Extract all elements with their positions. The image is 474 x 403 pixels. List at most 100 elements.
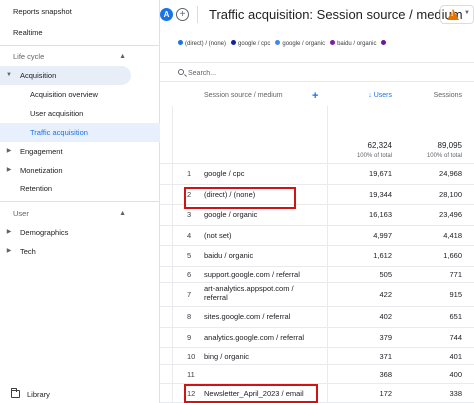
row-index: 5 xyxy=(187,251,192,260)
table-row[interactable]: 4 (not set) 4,997 4,418 xyxy=(160,226,474,246)
legend-item xyxy=(381,39,388,49)
column-header-users[interactable]: ↓ Users xyxy=(336,86,392,106)
users-cell: 505 xyxy=(379,269,392,279)
folder-icon xyxy=(11,388,20,398)
sessions-cell: 744 xyxy=(449,332,462,342)
sidebar-section-user[interactable]: User ▲ xyxy=(0,204,160,223)
source-medium-cell[interactable]: baidu / organic xyxy=(204,251,254,260)
section-label: Life cycle xyxy=(13,52,45,61)
search-input[interactable] xyxy=(188,67,388,79)
divider xyxy=(0,201,160,202)
add-comparison-button[interactable]: + xyxy=(176,8,189,21)
legend-item: baidu / organic xyxy=(330,39,376,49)
sidebar-item-library[interactable]: Library xyxy=(0,385,160,403)
row-index: 3 xyxy=(187,210,192,219)
page-title: Traffic acquisition: Session source / me… xyxy=(209,7,463,22)
source-medium-cell[interactable]: bing / organic xyxy=(204,352,250,361)
source-medium-cell[interactable]: support.google.com / referral xyxy=(204,269,300,279)
column-header-sessions[interactable]: Sessions xyxy=(433,92,462,99)
legend-item: (direct) / (none) xyxy=(178,39,226,49)
users-cell: 422 xyxy=(379,290,392,299)
warning-icon xyxy=(447,9,459,20)
caret-down-icon: ▼ xyxy=(464,10,470,16)
row-index: 12 xyxy=(187,389,196,398)
source-medium-cell[interactable]: (not set) xyxy=(204,230,232,240)
total-users-pct: 100% of total xyxy=(356,153,392,159)
sidebar-item-user-acquisition[interactable]: User acquisition xyxy=(0,104,160,123)
sessions-cell: 4,418 xyxy=(443,230,462,240)
table-row[interactable]: 9 analytics.google.com / referral 379 744 xyxy=(160,328,474,348)
sidebar-item-label: Traffic acquisition xyxy=(30,128,88,137)
sidebar-item-acquisition-overview[interactable]: Acquisition overview xyxy=(0,85,160,104)
chevron-up-icon: ▲ xyxy=(119,210,126,217)
sessions-cell: 400 xyxy=(449,370,462,379)
table-row[interactable]: 1 google / cpc 19,671 24,968 xyxy=(160,164,474,185)
row-index: 9 xyxy=(187,332,192,342)
source-medium-cell[interactable]: Newsletter_April_2023 / email xyxy=(204,389,304,398)
chart-legend: (direct) / (none) google / cpc google / or… xyxy=(178,39,393,49)
source-medium-cell[interactable]: google / cpc xyxy=(204,169,245,178)
row-index: 6 xyxy=(187,269,192,279)
users-cell: 368 xyxy=(379,370,392,379)
divider xyxy=(0,45,160,46)
table-row[interactable]: 2 (direct) / (none) 19,344 28,100 xyxy=(160,185,474,205)
legend-item: google / cpc xyxy=(231,39,270,49)
legend-label: google / organic xyxy=(282,41,326,47)
table-row[interactable]: 6 support.google.com / referral 505 771 xyxy=(160,267,474,283)
column-header-dimension[interactable]: Session source / medium xyxy=(204,92,283,99)
chevron-up-icon: ▲ xyxy=(119,53,126,60)
legend-dot-icon xyxy=(330,40,336,45)
section-label: User xyxy=(13,209,29,218)
sidebar-item-traffic-acquisition[interactable]: Traffic acquisition xyxy=(0,123,160,142)
sidebar-item-engagement[interactable]: ▶ Engagement xyxy=(0,142,160,161)
sidebar-item-tech[interactable]: ▶ Tech xyxy=(0,242,160,261)
sessions-cell: 401 xyxy=(449,352,462,361)
divider xyxy=(197,6,198,23)
row-index: 4 xyxy=(187,230,192,240)
table-row[interactable]: 5 baidu / organic 1,612 1,660 xyxy=(160,246,474,267)
legend-label: google / cpc xyxy=(238,41,271,47)
sessions-cell: 651 xyxy=(449,312,462,321)
sessions-cell: 24,968 xyxy=(439,169,462,178)
sidebar-item-monetization[interactable]: ▶ Monetization xyxy=(0,161,160,180)
sessions-cell: 771 xyxy=(449,269,462,279)
table-row[interactable]: 3 google / organic 16,163 23,496 xyxy=(160,205,474,226)
column-divider xyxy=(327,106,328,403)
users-cell: 19,671 xyxy=(369,169,392,178)
search-icon xyxy=(178,69,184,75)
table-row[interactable]: 10 bing / organic 371 401 xyxy=(160,348,474,365)
caret-right-icon: ▶ xyxy=(6,229,12,235)
add-dimension-button[interactable]: + xyxy=(312,90,319,102)
source-medium-cell[interactable]: analytics.google.com / referral xyxy=(204,332,305,342)
report-main: A + Traffic acquisition: Session source … xyxy=(160,0,474,403)
sidebar-item-reports-snapshot[interactable]: Reports snapshot xyxy=(0,2,160,21)
table-row[interactable]: 7 art-analytics.appspot.com / referral 422… xyxy=(160,283,474,307)
source-medium-cell[interactable]: art-analytics.appspot.com / referral xyxy=(204,284,294,302)
avatar[interactable]: A xyxy=(160,8,173,21)
users-cell: 379 xyxy=(379,332,392,342)
sessions-cell: 915 xyxy=(449,290,462,299)
table-row[interactable]: 11 368 400 xyxy=(160,365,474,384)
sidebar-item-label: Monetization xyxy=(20,166,63,175)
sidebar-section-life-cycle[interactable]: Life cycle ▲ xyxy=(0,47,160,66)
sidebar-item-realtime[interactable]: Realtime xyxy=(0,23,160,42)
row-index: 1 xyxy=(187,169,192,178)
table-row[interactable]: 8 sites.google.com / referral 402 651 xyxy=(160,307,474,328)
sidebar-item-acquisition[interactable]: ▼ Acquisition xyxy=(0,66,131,85)
sidebar-item-retention[interactable]: Retention xyxy=(0,179,160,198)
sidebar-item-demographics[interactable]: ▶ Demographics xyxy=(0,223,160,242)
source-medium-cell[interactable]: sites.google.com / referral xyxy=(204,312,291,321)
row-index: 2 xyxy=(187,189,192,199)
legend-dot-icon xyxy=(381,40,387,45)
sidebar-nav: Reports snapshot Realtime Life cycle ▲ ▼… xyxy=(0,0,160,403)
users-cell: 19,344 xyxy=(369,189,392,199)
sidebar-item-label: Tech xyxy=(20,247,36,256)
warning-button[interactable]: ▼ xyxy=(440,5,474,24)
source-medium-cell[interactable]: google / organic xyxy=(204,210,258,219)
caret-down-icon: ▼ xyxy=(6,72,12,78)
search-bar xyxy=(160,62,474,82)
caret-right-icon: ▶ xyxy=(6,167,12,173)
sidebar-item-label: Realtime xyxy=(13,28,43,37)
total-sessions-pct: 100% of total xyxy=(426,153,462,159)
source-medium-cell[interactable]: (direct) / (none) xyxy=(204,189,256,199)
